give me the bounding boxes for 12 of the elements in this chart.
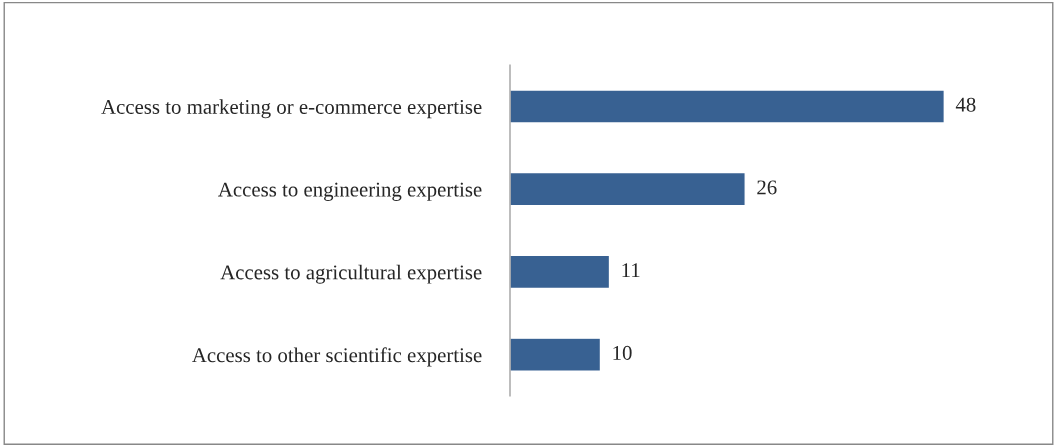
data-label: 48 [955, 97, 976, 112]
data-label: 26 [757, 180, 777, 195]
data-label: 10 [613, 345, 632, 360]
y-tick-label: Access to agricultural expertise [220, 264, 482, 284]
y-tick-label: Access to marketing or e-commerce expertise [101, 99, 482, 119]
y-tick-label: Access to engineering expertise [218, 182, 482, 201]
bar [510, 254, 611, 290]
bar [510, 89, 946, 124]
y-tick-label: Access to other scientific expertise [192, 347, 482, 367]
data-label: 11 [622, 263, 640, 277]
bar [510, 337, 602, 372]
bar [510, 171, 746, 207]
